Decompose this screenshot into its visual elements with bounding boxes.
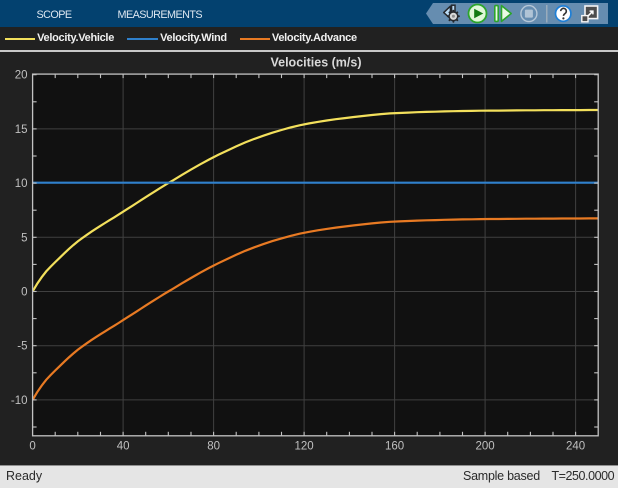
svg-text:120: 120: [295, 440, 314, 452]
svg-text:200: 200: [476, 440, 495, 452]
svg-text:-5: -5: [17, 340, 27, 352]
svg-text:5: 5: [21, 232, 27, 244]
svg-text:240: 240: [566, 440, 585, 452]
svg-text:Velocities (m/s): Velocities (m/s): [270, 55, 361, 69]
svg-text:80: 80: [207, 440, 220, 452]
svg-text:15: 15: [15, 123, 28, 135]
svg-text:40: 40: [117, 440, 130, 452]
svg-text:-10: -10: [11, 394, 28, 406]
svg-text:10: 10: [15, 178, 28, 190]
svg-text:160: 160: [385, 440, 404, 452]
svg-text:20: 20: [15, 69, 28, 81]
svg-text:0: 0: [29, 440, 35, 452]
svg-text:0: 0: [21, 286, 27, 298]
